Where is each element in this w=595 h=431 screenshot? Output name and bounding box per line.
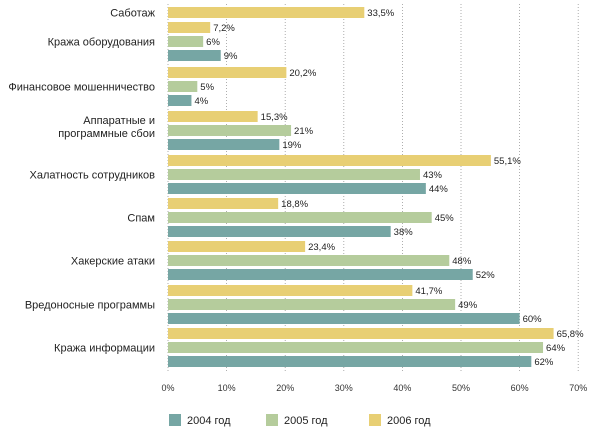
category-label: программные сбои	[58, 128, 155, 140]
category-label: Кража оборудования	[48, 37, 155, 49]
bar	[168, 50, 221, 61]
bar	[168, 22, 211, 33]
bar	[168, 36, 204, 47]
data-label: 33,5%	[367, 8, 394, 19]
x-tick-label: 40%	[393, 383, 411, 393]
legend-swatch	[266, 414, 278, 426]
data-label: 41,7%	[415, 286, 442, 297]
category-label: Вредоносные программы	[25, 300, 155, 312]
data-label: 20,2%	[289, 68, 316, 79]
data-label: 44%	[429, 184, 449, 195]
bar	[168, 7, 365, 18]
bar	[168, 111, 258, 122]
data-label: 49%	[458, 300, 478, 311]
x-tick-label: 20%	[276, 383, 294, 393]
bar	[168, 95, 192, 106]
data-label: 15,3%	[261, 112, 288, 123]
category-label: Кража информации	[54, 343, 155, 355]
bar	[168, 342, 544, 353]
x-tick-label: 60%	[511, 383, 529, 393]
category-label: Халатность сотрудников	[29, 170, 155, 182]
data-label: 7,2%	[213, 23, 235, 34]
data-label: 19%	[282, 140, 302, 151]
data-label: 18,8%	[281, 199, 308, 210]
data-label: 52%	[476, 270, 496, 281]
bar	[168, 269, 473, 280]
data-label: 48%	[452, 256, 472, 267]
bar	[168, 241, 306, 252]
bar	[168, 183, 426, 194]
bar	[168, 125, 292, 136]
bar	[168, 226, 391, 237]
bar	[168, 328, 554, 339]
data-label: 64%	[546, 343, 566, 354]
category-label: Финансовое мошенничество	[8, 82, 155, 94]
bar	[168, 299, 456, 310]
bar	[168, 81, 198, 92]
bar	[168, 155, 491, 166]
data-label: 5%	[200, 82, 214, 93]
data-label: 9%	[224, 51, 238, 62]
legend-swatch	[369, 414, 381, 426]
x-tick-label: 10%	[218, 383, 236, 393]
category-label: Аппаратные и	[83, 115, 155, 127]
legend-label: 2005 год	[284, 415, 328, 427]
bar	[168, 198, 279, 209]
data-label: 4%	[194, 96, 208, 107]
data-label: 45%	[435, 213, 455, 224]
data-label: 55,1%	[494, 156, 521, 167]
bar	[168, 285, 413, 296]
x-tick-label: 30%	[335, 383, 353, 393]
bar	[168, 356, 532, 367]
data-label: 38%	[394, 227, 414, 238]
bar	[168, 255, 450, 266]
category-label: Спам	[127, 213, 155, 225]
data-label: 65,8%	[557, 329, 584, 340]
data-label: 43%	[423, 170, 443, 181]
bar	[168, 67, 287, 78]
data-label: 23,4%	[308, 242, 335, 253]
bar	[168, 212, 432, 223]
category-label: Саботаж	[110, 8, 155, 20]
bar	[168, 139, 280, 150]
data-label: 6%	[206, 37, 220, 48]
data-label: 62%	[534, 357, 554, 368]
x-tick-label: 70%	[569, 383, 587, 393]
category-label: Хакерские атаки	[71, 256, 155, 268]
legend-swatch	[169, 414, 181, 426]
legend-label: 2006 год	[387, 415, 431, 427]
x-tick-label: 50%	[452, 383, 470, 393]
x-tick-label: 0%	[161, 383, 174, 393]
bar	[168, 169, 420, 180]
data-label: 60%	[523, 314, 543, 325]
legend-label: 2004 год	[187, 415, 231, 427]
bar	[168, 313, 520, 324]
data-label: 21%	[294, 126, 314, 137]
